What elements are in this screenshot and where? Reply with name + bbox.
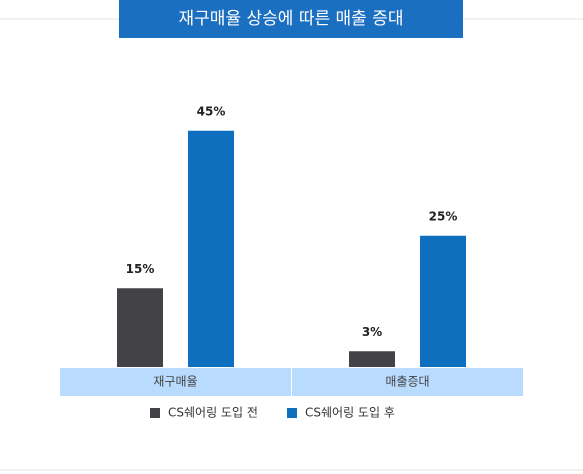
bar bbox=[188, 130, 234, 367]
x-tick-label: 매출증대 bbox=[385, 375, 429, 389]
chart-title: 재구매율 상승에 따른 매출 증대 bbox=[179, 9, 404, 29]
legend-label: CS쉐어링 도입 전 bbox=[168, 406, 258, 420]
category-band bbox=[60, 368, 291, 396]
bar bbox=[349, 351, 395, 367]
bar bbox=[420, 235, 466, 367]
title-banner bbox=[119, 0, 463, 38]
data-label: 15% bbox=[126, 262, 155, 276]
legend-swatch bbox=[150, 408, 160, 418]
data-label: 25% bbox=[429, 209, 458, 223]
data-label: 3% bbox=[362, 325, 382, 339]
category-band bbox=[292, 368, 523, 396]
data-label: 45% bbox=[197, 104, 226, 118]
legend-label: CS쉐어링 도입 후 bbox=[305, 406, 395, 420]
bar bbox=[117, 288, 163, 367]
legend-swatch bbox=[287, 408, 297, 418]
x-tick-label: 재구매율 bbox=[153, 375, 197, 389]
